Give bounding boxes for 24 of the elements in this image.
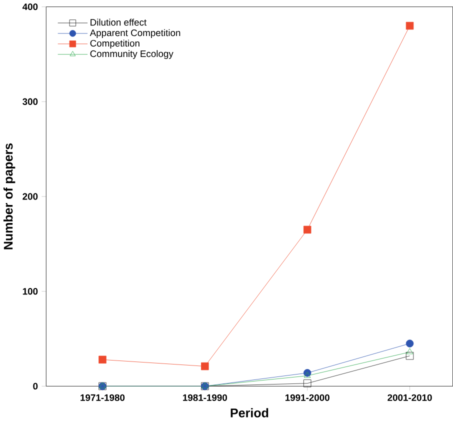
x-tick-label: 1981-1990 [183, 394, 227, 402]
point [406, 348, 414, 354]
y-tick-label: 200 [22, 193, 38, 200]
point [303, 380, 312, 388]
legend-label: Competition [90, 40, 140, 49]
y-tick-label: 100 [22, 288, 38, 295]
x-tick-label: 1991-2000 [285, 394, 330, 402]
point [406, 340, 414, 348]
x-axis-title: Period [230, 408, 268, 418]
legend-label: Community Ecology [90, 50, 174, 59]
point [406, 352, 414, 360]
legend-label: Apparent Competition [90, 29, 180, 38]
point [201, 362, 209, 370]
point [303, 226, 312, 234]
y-tick-label: 400 [22, 4, 38, 10]
x-tick-label: 2001-2010 [388, 394, 432, 402]
point [98, 356, 106, 364]
y-tick-label: 0 [33, 382, 38, 390]
x-tick-label: 1971-1980 [80, 394, 125, 402]
point [304, 372, 311, 378]
y-axis-title: Number of papers [3, 143, 16, 250]
point [406, 22, 414, 30]
legend-label: Dilution effect [90, 18, 147, 26]
y-tick-label: 300 [22, 98, 38, 106]
